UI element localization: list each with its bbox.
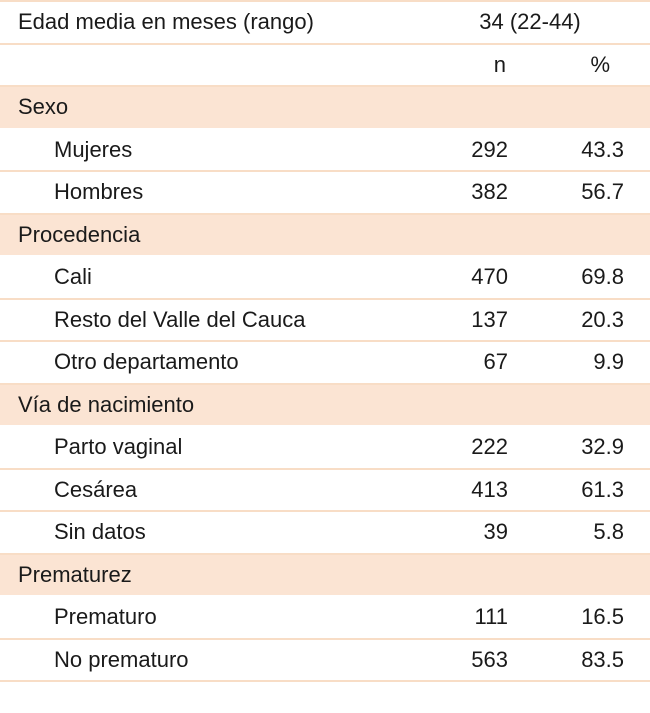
column-header-blank [0, 43, 410, 87]
row-count: 292 [410, 128, 508, 172]
row-count: 111 [410, 596, 508, 640]
table-row: Resto del Valle del Cauca 137 20.3 [0, 298, 650, 342]
table-row: Hombres 382 56.7 [0, 171, 650, 215]
table-row: Cesárea 413 61.3 [0, 468, 650, 512]
row-label: Cesárea [0, 468, 410, 512]
row-percent: 43.3 [508, 128, 650, 172]
section-title: Prematurez [0, 553, 650, 597]
row-count: 39 [410, 511, 508, 555]
row-count: 67 [410, 341, 508, 385]
row-count: 563 [410, 638, 508, 682]
table-row: Prematuro 111 16.5 [0, 596, 650, 640]
row-label: No prematuro [0, 638, 410, 682]
demographics-table: Edad media en meses (rango) 34 (22-44) n… [0, 0, 650, 682]
row-label: Hombres [0, 171, 410, 215]
table-row: Parto vaginal 222 32.9 [0, 426, 650, 470]
section-title: Procedencia [0, 213, 650, 257]
row-label: Prematuro [0, 596, 410, 640]
row-percent: 56.7 [508, 171, 650, 215]
column-header-percent: % [508, 43, 650, 87]
table-row: Mujeres 292 43.3 [0, 128, 650, 172]
section-header-row: Procedencia [0, 213, 650, 257]
column-header-row: n % [0, 43, 650, 87]
row-count: 222 [410, 426, 508, 470]
section-title: Sexo [0, 86, 650, 130]
row-percent: 16.5 [508, 596, 650, 640]
age-value: 34 (22-44) [410, 0, 650, 45]
column-header-n: n [410, 43, 508, 87]
age-label: Edad media en meses (rango) [0, 0, 410, 45]
row-label: Parto vaginal [0, 426, 410, 470]
row-count: 382 [410, 171, 508, 215]
row-percent: 20.3 [508, 298, 650, 342]
section-header-row: Prematurez [0, 553, 650, 597]
row-count: 470 [410, 256, 508, 300]
table-row: Otro departamento 67 9.9 [0, 341, 650, 385]
row-count: 413 [410, 468, 508, 512]
row-label: Cali [0, 256, 410, 300]
table-body: Edad media en meses (rango) 34 (22-44) n… [0, 0, 650, 682]
row-percent: 5.8 [508, 511, 650, 555]
row-percent: 61.3 [508, 468, 650, 512]
section-header-row: Vía de nacimiento [0, 383, 650, 427]
row-percent: 83.5 [508, 638, 650, 682]
row-count: 137 [410, 298, 508, 342]
section-title: Vía de nacimiento [0, 383, 650, 427]
age-row: Edad media en meses (rango) 34 (22-44) [0, 0, 650, 45]
table-row: Cali 470 69.8 [0, 256, 650, 300]
row-percent: 9.9 [508, 341, 650, 385]
row-label: Mujeres [0, 128, 410, 172]
row-label: Resto del Valle del Cauca [0, 298, 410, 342]
table-row: Sin datos 39 5.8 [0, 511, 650, 555]
section-header-row: Sexo [0, 86, 650, 130]
row-label: Sin datos [0, 511, 410, 555]
table-row: No prematuro 563 83.5 [0, 638, 650, 682]
row-label: Otro departamento [0, 341, 410, 385]
row-percent: 69.8 [508, 256, 650, 300]
row-percent: 32.9 [508, 426, 650, 470]
